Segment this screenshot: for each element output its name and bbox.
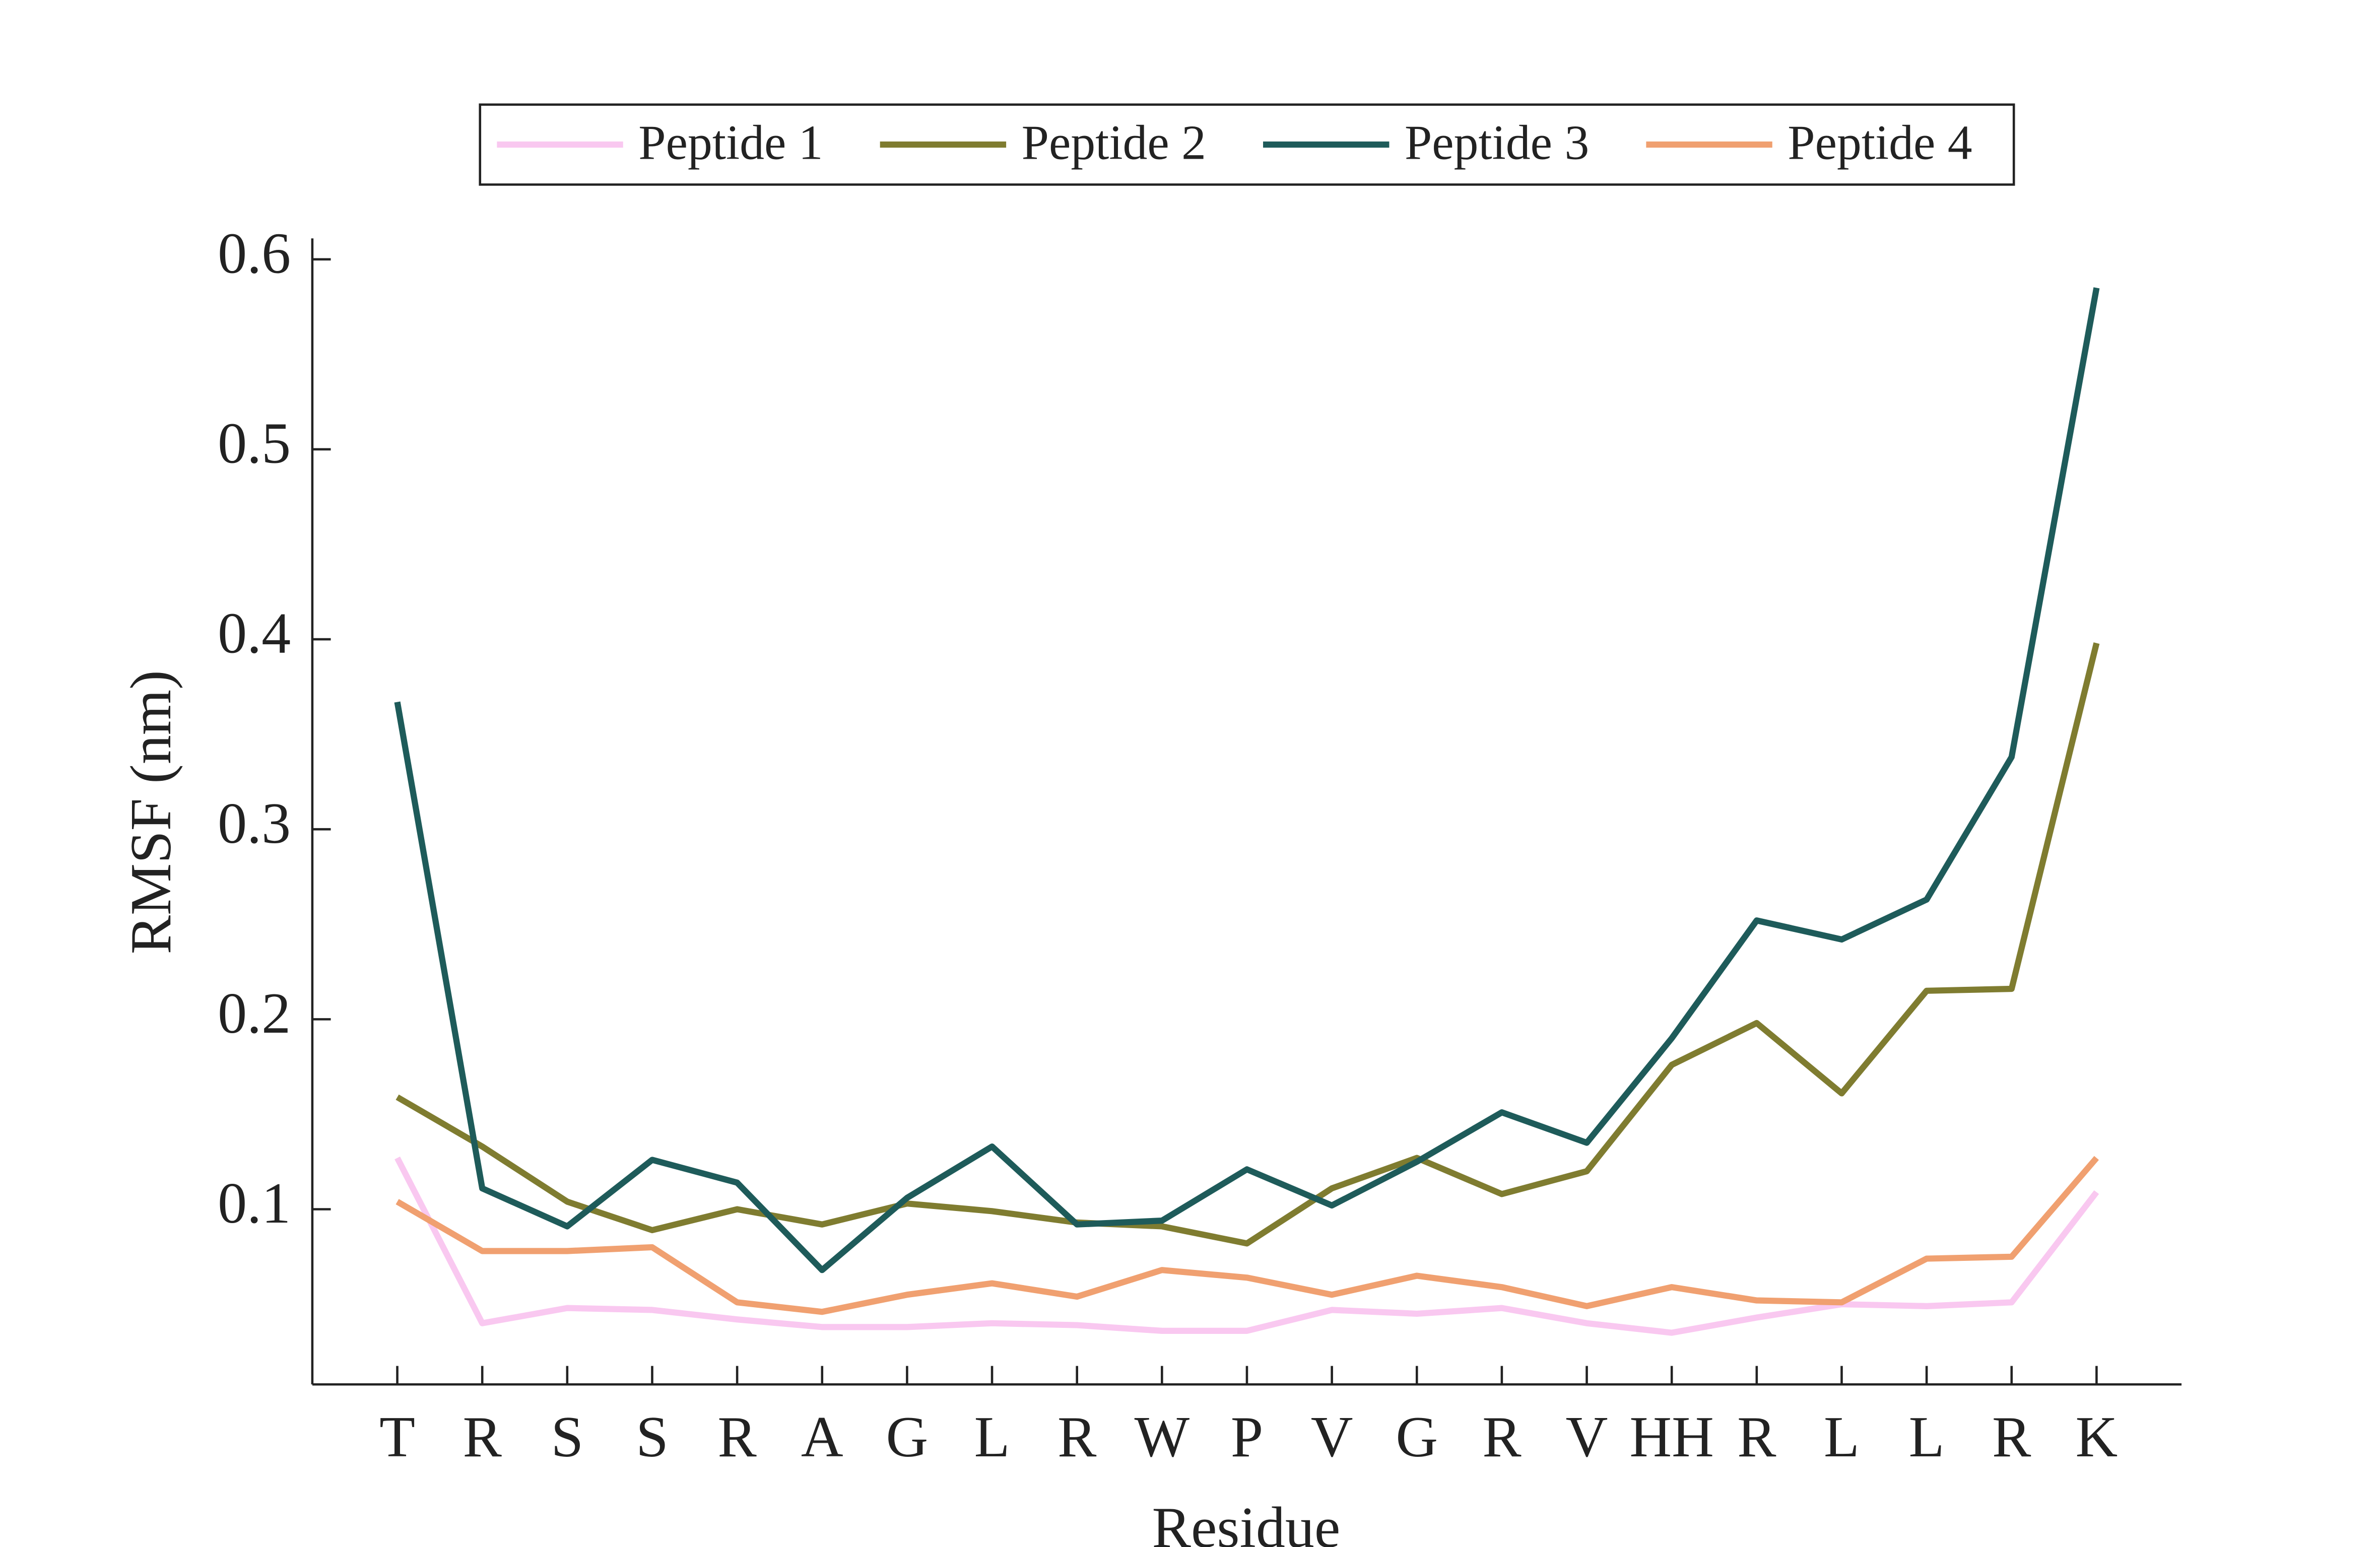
x-tick-label: R [1482,1405,1522,1469]
y-tick-label: 0.1 [218,1171,291,1236]
x-tick-label: L [974,1405,1010,1469]
x-tick-label: A [801,1405,843,1469]
x-tick-label: HH [1629,1405,1714,1469]
x-tick-label: T [379,1405,415,1469]
x-tick-label: P [1231,1405,1264,1469]
line-series [394,287,2100,1273]
x-tick-label: V [1311,1405,1353,1469]
x-tick-label: G [886,1405,929,1469]
y-tick-label: 0.4 [218,601,291,666]
y-tick-label: 0.5 [218,412,291,476]
legend-label: Peptide 4 [1788,116,1972,170]
x-tick-label: V [1566,1405,1608,1469]
x-tick-label: L [1909,1405,1945,1469]
x-tick-label: R [463,1405,502,1469]
x-tick-label: L [1824,1405,1860,1469]
legend-label: Peptide 2 [1022,116,1206,170]
legend-label: Peptide 1 [638,116,823,170]
y-axis-label: RMSF (nm) [119,670,183,954]
x-tick-label: G [1396,1405,1438,1469]
line-series [395,1156,2099,1315]
x-tick-label: S [636,1405,669,1469]
line-series [395,642,2100,1247]
x-tick-label: W [1135,1405,1190,1469]
x-tick-label: R [1737,1405,1776,1469]
x-tick-label: R [717,1405,757,1469]
x-tick-label: R [1992,1405,2031,1469]
legend-label: Peptide 3 [1405,116,1589,170]
x-tick-label: R [1057,1405,1097,1469]
y-tick-label: 0.2 [218,981,291,1046]
x-tick-label: S [551,1405,584,1469]
x-tick-label: K [2076,1405,2118,1469]
y-tick-label: 0.6 [218,221,291,286]
y-tick-label: 0.3 [218,791,291,856]
line-series [394,1156,2099,1336]
x-axis-label: Residue [1152,1496,1341,1547]
